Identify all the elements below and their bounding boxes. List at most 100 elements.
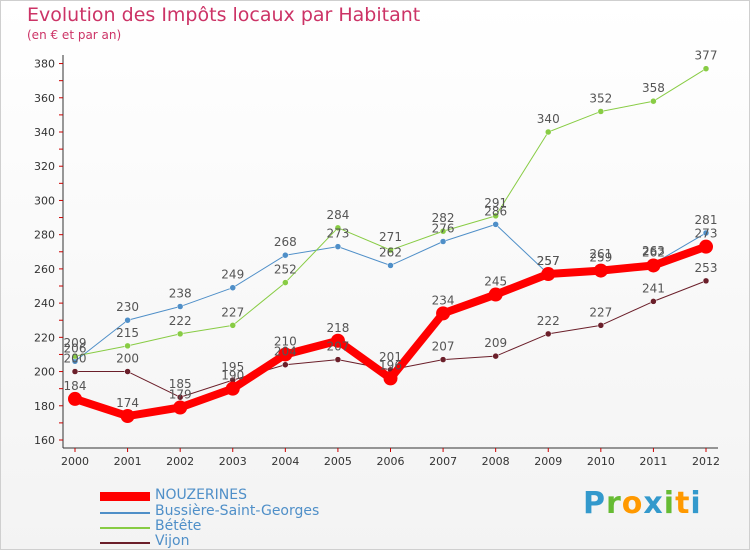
point-nouzerines — [330, 333, 345, 348]
legend-label-nouzerines: NOUZERINES — [155, 487, 247, 503]
point-nouzerines — [278, 347, 293, 362]
point-vijon — [439, 356, 447, 363]
legend-swatch-nouzerines — [100, 492, 150, 501]
point-vijon — [124, 368, 131, 375]
point-bussi-re-saint-georges — [334, 243, 342, 250]
point-nouzerines — [541, 267, 556, 282]
point-vijon — [282, 361, 289, 368]
point-vijon — [545, 330, 552, 338]
data-label-nouzerines: 184 — [64, 379, 87, 393]
point-nouzerines — [699, 239, 713, 254]
data-label-vijon: 185 — [169, 377, 192, 391]
data-label-b-t-te: 227 — [221, 305, 244, 319]
data-label-b-t-te: 358 — [642, 81, 665, 95]
y-tick-label: 240 — [34, 297, 55, 310]
point-b-t-te — [439, 227, 447, 235]
chart-axes: 160 180 200 220 240 260 280 300 320 340 360 380 2000… — [34, 55, 720, 468]
data-label-b-t-te: 340 — [537, 112, 560, 126]
legend-swatch-vijon — [100, 542, 150, 544]
y-tick-label: 220 — [34, 331, 55, 344]
data-label-bussi-re-saint-georges: 276 — [432, 222, 455, 236]
y-tick-label: 380 — [34, 58, 55, 71]
point-vijon — [492, 352, 499, 360]
logo-letter: i — [663, 486, 676, 521]
data-label-nouzerines: 273 — [695, 227, 718, 241]
point-nouzerines — [436, 306, 451, 321]
point-b-t-te — [176, 330, 184, 338]
logo-letter: P — [583, 486, 606, 521]
point-bussi-re-saint-georges — [229, 284, 236, 291]
data-label-b-t-te: 352 — [589, 91, 612, 105]
data-label-vijon: 195 — [221, 360, 244, 374]
x-tick-label: 2006 — [377, 455, 405, 468]
data-label-bussi-re-saint-georges: 238 — [169, 287, 192, 301]
x-tick-label: 2009 — [534, 455, 562, 468]
point-nouzerines — [646, 258, 661, 273]
point-b-t-te — [71, 352, 79, 360]
data-label-b-t-te: 291 — [484, 196, 507, 210]
point-b-t-te — [334, 224, 342, 232]
data-label-vijon: 227 — [589, 305, 612, 319]
data-label-b-t-te: 282 — [432, 211, 455, 225]
point-bussi-re-saint-georges — [124, 316, 131, 324]
data-label-vijon: 209 — [484, 336, 507, 350]
data-label-nouzerines: 210 — [274, 334, 297, 348]
data-label-b-t-te: 271 — [379, 230, 402, 244]
logo-letter: i — [690, 486, 702, 521]
data-label-bussi-re-saint-georges: 257 — [537, 254, 560, 268]
point-nouzerines — [593, 263, 608, 278]
legend-label-bussiere: Bussière-Saint-Georges — [155, 503, 320, 519]
data-label-bussi-re-saint-georges: 281 — [695, 213, 718, 227]
legend-label-vijon: Vijon — [155, 533, 190, 549]
point-bussi-re-saint-georges — [176, 303, 184, 310]
proxiti-logo: Proxiti — [583, 486, 702, 521]
point-vijon — [702, 277, 710, 285]
data-label-nouzerines: 234 — [432, 293, 455, 307]
legend-swatch-betete — [100, 527, 150, 529]
chart-subtitle: (en € et par an) — [27, 28, 122, 42]
data-label-nouzerines: 259 — [589, 251, 612, 265]
point-b-t-te — [229, 322, 236, 329]
data-label-bussi-re-saint-georges: 206 — [64, 341, 87, 355]
data-label-b-t-te: 215 — [116, 326, 139, 340]
data-label-vijon: 200 — [64, 352, 87, 366]
x-tick-label: 2000 — [61, 455, 89, 468]
point-bussi-re-saint-georges — [387, 262, 394, 269]
data-label-vijon: 253 — [695, 261, 718, 275]
point-b-t-te — [492, 212, 499, 220]
y-tick-label: 200 — [34, 366, 55, 379]
point-b-t-te — [124, 342, 131, 350]
data-label-b-t-te: 252 — [274, 263, 297, 277]
x-tick-label: 2011 — [639, 455, 667, 468]
y-tick-label: 280 — [34, 229, 55, 242]
point-bussi-re-saint-georges — [702, 229, 710, 237]
x-tick-label: 2007 — [429, 455, 457, 468]
logo-letter: o — [621, 486, 644, 521]
x-tick-label: 2004 — [271, 455, 299, 468]
point-nouzerines — [225, 381, 240, 396]
data-label-bussi-re-saint-georges: 262 — [379, 245, 402, 259]
point-b-t-te — [282, 279, 289, 286]
data-label-b-t-te: 222 — [169, 314, 192, 328]
data-label-vijon: 204 — [274, 345, 297, 359]
data-labels: 200 200 185 195 204 207 201 207 209 222 227 241 253 2… — [64, 49, 718, 410]
legend-label-betete: Bétête — [155, 518, 202, 534]
y-tick-label: 260 — [34, 263, 55, 276]
data-label-vijon: 207 — [326, 340, 349, 354]
data-label-nouzerines: 257 — [537, 254, 560, 268]
data-label-b-t-te: 377 — [695, 49, 718, 63]
logo-letter: r — [606, 486, 622, 521]
series-layer — [68, 65, 713, 424]
point-bussi-re-saint-georges — [492, 221, 499, 228]
point-vijon — [650, 298, 657, 305]
data-label-bussi-re-saint-georges: 249 — [221, 268, 244, 282]
point-nouzerines — [68, 391, 82, 406]
legend-swatch-bussiere — [100, 512, 150, 514]
y-tick-label: 360 — [34, 92, 55, 105]
data-label-vijon: 200 — [116, 352, 139, 366]
data-label-bussi-re-saint-georges: 261 — [589, 247, 612, 261]
data-label-bussi-re-saint-georges: 263 — [642, 244, 665, 258]
data-label-nouzerines: 196 — [379, 358, 402, 372]
x-tick-label: 2002 — [166, 455, 194, 468]
x-tick-label: 2008 — [482, 455, 510, 468]
